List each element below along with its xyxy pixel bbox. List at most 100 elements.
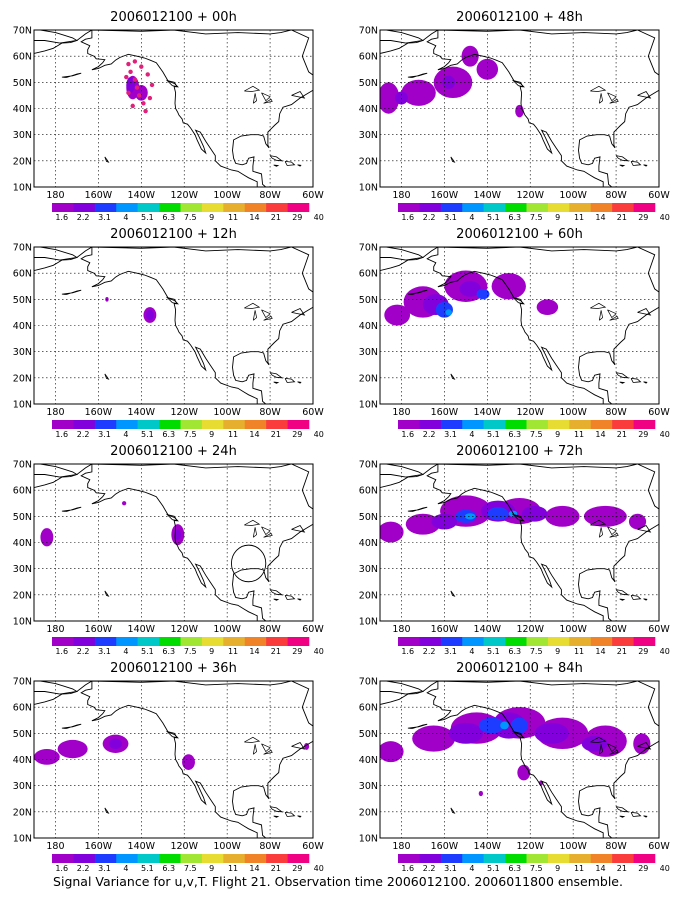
colorbar-swatch [201,637,224,646]
map-panel: 2006012100 + 84h 70N 60N 50N 40N 30N 20N 10N 180… [359,661,674,873]
colorbar-swatch [266,854,288,863]
lon-tick-label: 60W [648,407,670,418]
variance-blob [380,741,404,763]
colorbar-label: 6.3 [162,430,175,439]
lat-tick-label: 60N [359,486,378,497]
variance-blob [521,505,548,522]
colorbar-label: 6.3 [162,213,175,222]
colorbar-label: 3.1 [98,864,111,873]
coastline-asia [34,247,78,272]
colorbar-label: 40 [660,647,670,656]
variance-blob [478,717,505,734]
colorbar-swatch [73,637,96,646]
colorbar-label: 11 [574,430,584,439]
colorbar-label: 14 [595,864,605,873]
map-frame [33,29,314,188]
lat-tick-label: 40N [13,538,32,549]
colorbar-label: 9 [555,647,560,656]
variance-blob [182,754,195,770]
colorbar-swatch [266,637,288,646]
colorbar: 1.6 2.2 3.1 4 5.1 6.3 7.5 9 11 14 21 29 40 [398,854,670,873]
lon-tick-label: 120W [516,624,544,635]
lat-tick-label: 20N [359,156,378,167]
lat-tick-label: 70N [359,26,378,37]
colorbar-label: 1.6 [401,647,414,656]
island-outline [297,381,302,384]
lon-tick-label: 100W [559,190,587,201]
island-outline [663,297,674,308]
lake-outline [607,92,617,102]
colorbar-swatch [462,637,484,646]
variance-blob [412,725,456,752]
variance-blob [174,529,182,540]
map-panel: 2006012100 + 36h 70N 60N 50N 40N 30N 20N 10N 180… [13,661,325,873]
colorbar-label: 4 [123,430,128,439]
flight-observation-point [128,69,133,75]
lat-tick-label: 20N [359,807,378,818]
colorbar-label: 29 [638,647,648,656]
colorbar-swatch [590,637,613,646]
variance-blob [431,513,458,530]
flight-observation-point [130,103,135,109]
island-outline [104,807,110,814]
island-outline [273,381,280,384]
lon-tick-label: 140W [474,407,502,418]
colorbar-swatch [590,420,613,429]
variance-blob [491,273,526,300]
island-outline [663,80,674,91]
lat-tick-label: 40N [359,538,378,549]
island-outline [269,155,284,162]
colorbar-label: 4 [469,213,474,222]
lon-tick-label: 60W [302,407,324,418]
colorbar-swatch [223,420,246,429]
colorbar-swatch [440,637,463,646]
island-outline [450,590,456,597]
panel-title: 2006012100 + 60h [456,227,583,242]
colorbar-swatch [612,420,634,429]
colorbar-label: 6.3 [508,647,521,656]
island-outline [615,589,630,596]
colorbar-label: 1.6 [55,864,68,873]
colorbar-swatch [244,854,267,863]
colorbar-swatch [223,203,246,212]
coastline [380,681,659,838]
island-outline [630,161,642,166]
colorbar-swatch [633,637,656,646]
lake-outline [609,749,619,755]
lat-tick-label: 20N [359,373,378,384]
coastline-asia [34,30,78,54]
lat-tick-label: 30N [359,781,378,792]
coastline-asia [380,464,424,489]
colorbar-label: 5.1 [141,647,154,656]
map-panel: 2006012100 + 12h 70N 60N 50N 40N 30N 20N 10N 180… [13,227,325,439]
coastline-asia [380,681,424,705]
island-outline [297,164,302,167]
island-outline [511,296,524,305]
panels: 2006012100 + 00h 70N 60N 50N 40N 30N 20N 10N 180… [13,10,674,873]
coastline-asia [380,247,424,272]
island-outline [291,307,306,316]
island-outline [643,598,648,601]
colorbar-label: 3.1 [444,647,457,656]
lon-tick-label: 160W [85,624,113,635]
variance-blob [628,513,647,530]
colorbar-label: 14 [595,430,605,439]
variance-blob [405,513,441,535]
variance-blob [534,722,569,744]
island-outline [630,378,642,383]
island-outline [630,812,642,817]
lon-tick-label: 140W [474,841,502,852]
variance-blob [384,304,411,326]
lat-tick-label: 50N [359,729,378,740]
colorbar-label: 40 [314,864,324,873]
island-outline [450,807,456,814]
colorbar-swatch [569,203,592,212]
lon-tick-label: 100W [213,190,241,201]
variance-blob [487,507,509,521]
island-outline [663,731,674,742]
colorbar-swatch [52,854,74,863]
colorbar-label: 7.5 [184,430,197,439]
lon-tick-label: 180 [392,190,410,201]
map-content [380,247,674,404]
colorbar-swatch [483,637,506,646]
